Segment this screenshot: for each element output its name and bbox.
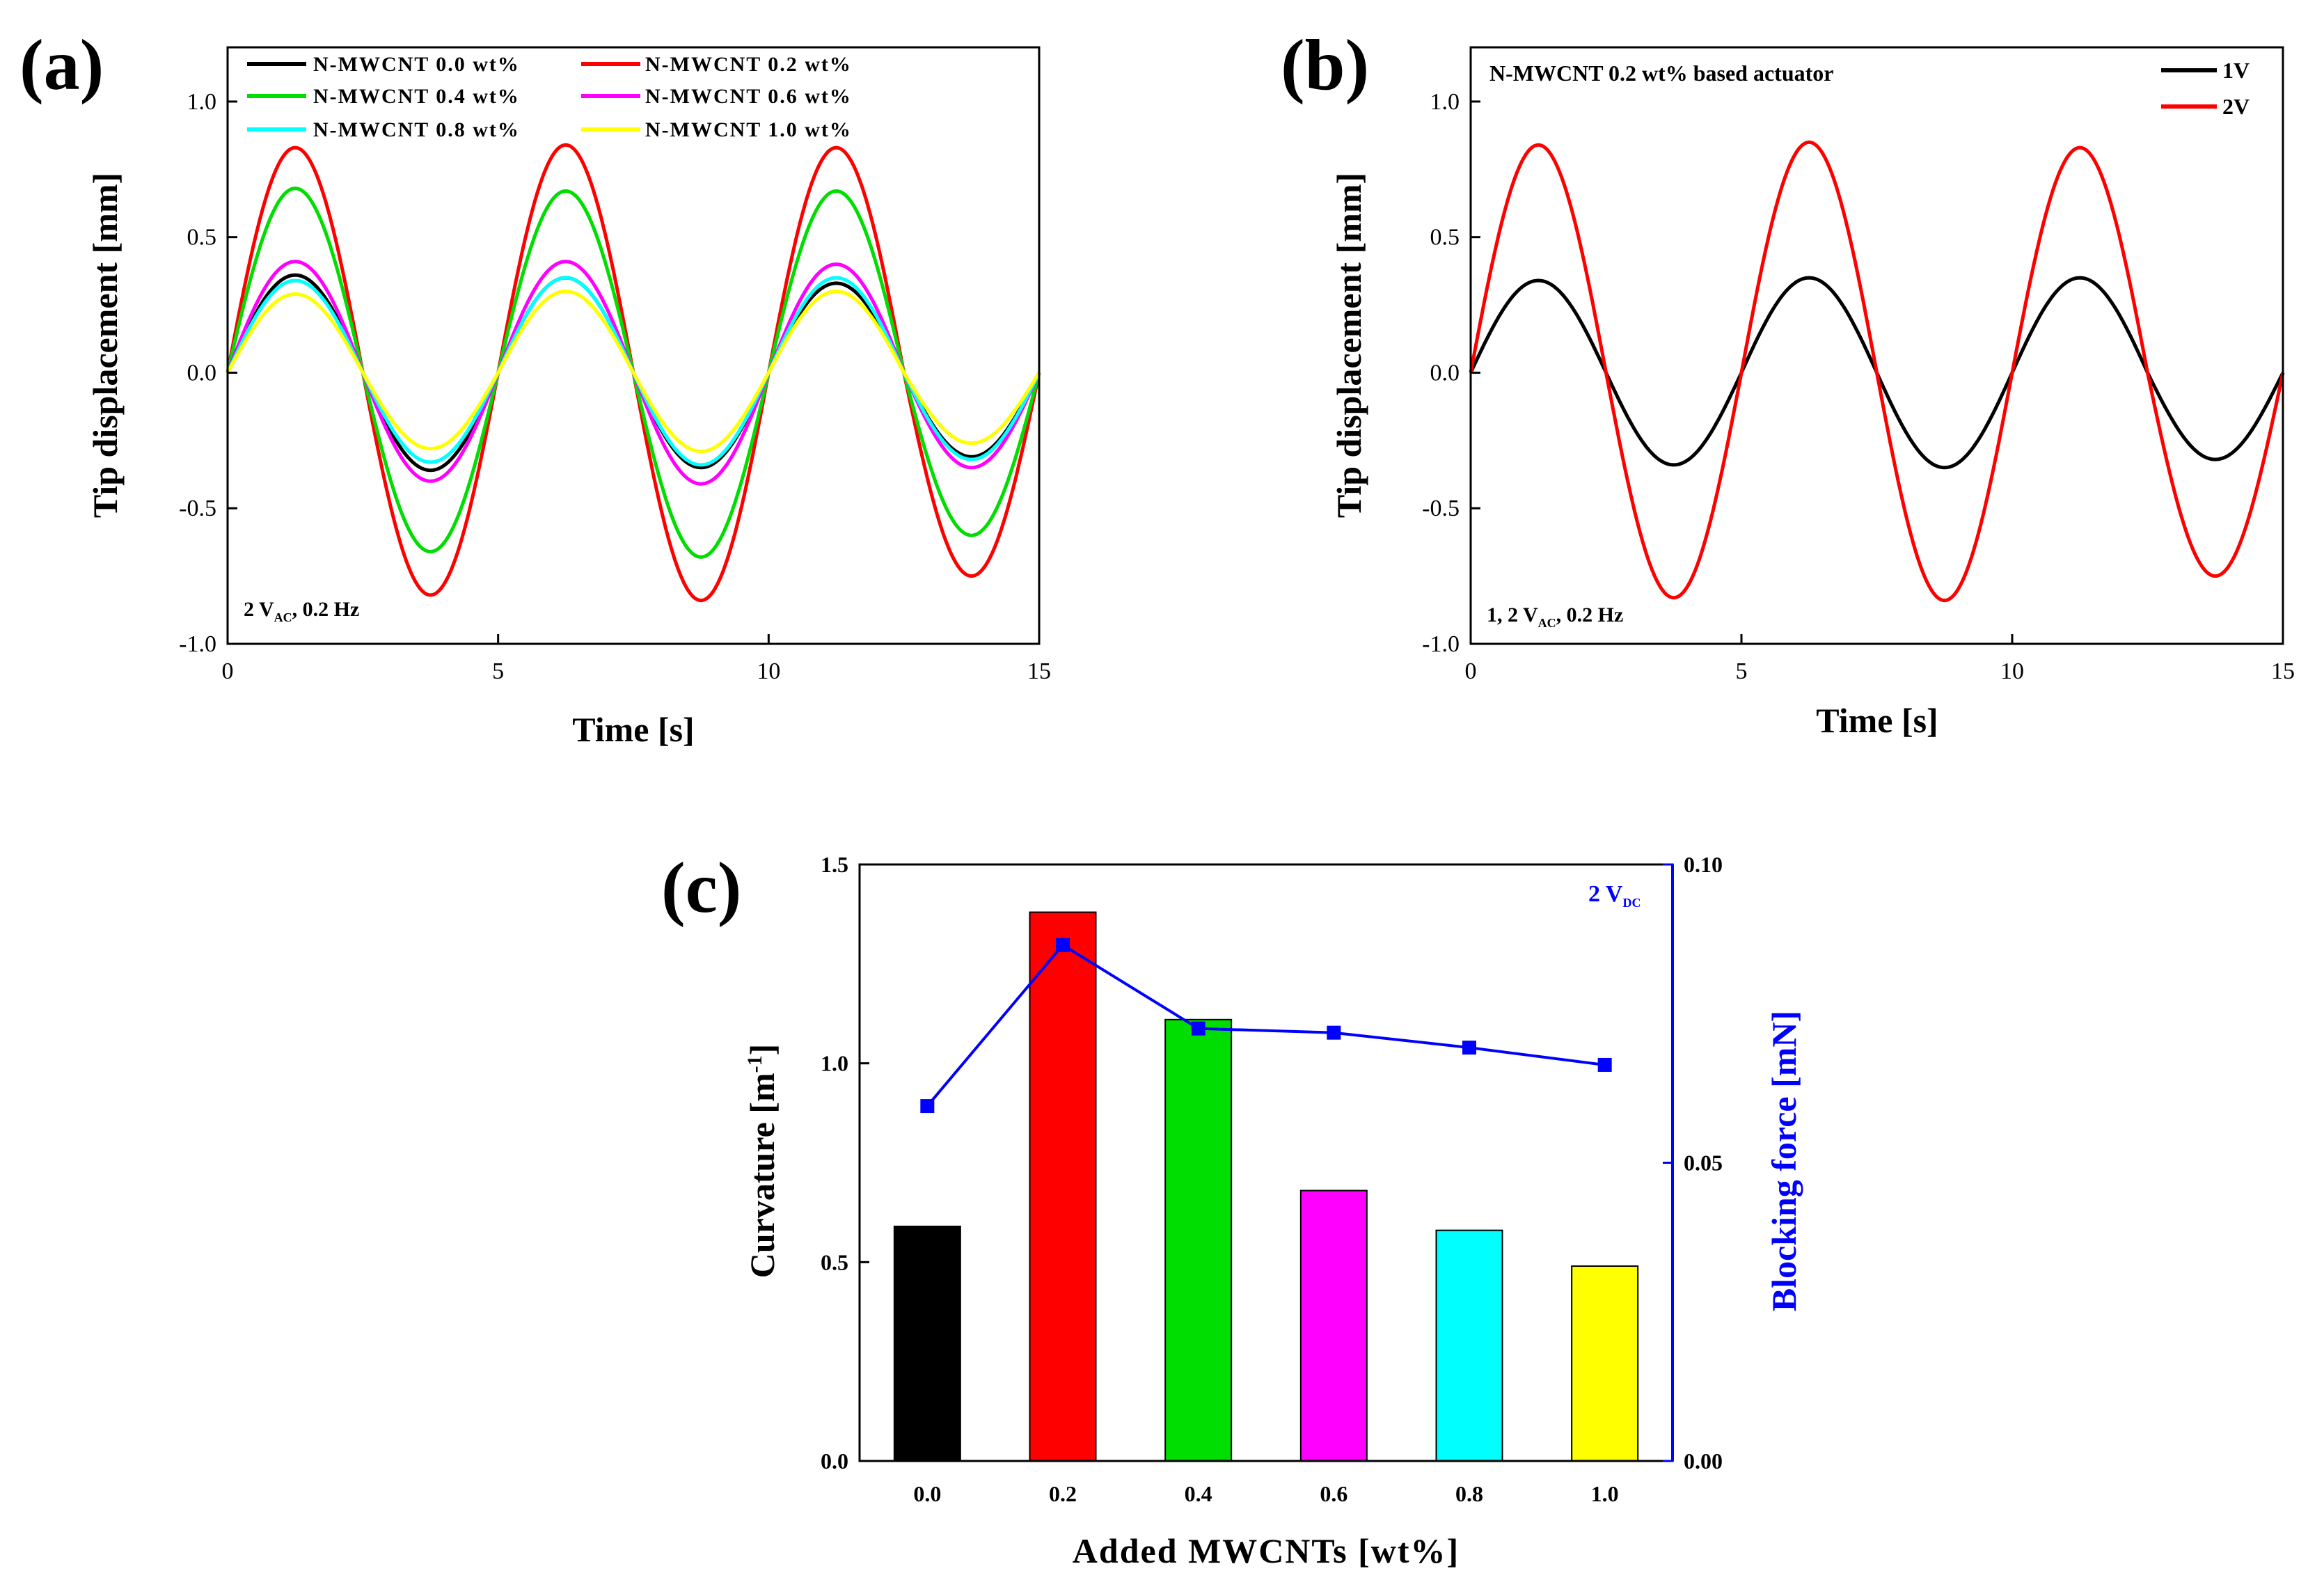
panel-c-right-y-axis: 0.00 0.05 0.10 — [1663, 852, 1723, 1474]
panel-a-frame — [226, 46, 1041, 645]
legend-label-5: N-MWCNT 1.0 wt% — [645, 118, 852, 141]
blocking-force-marker-4 — [1462, 1041, 1476, 1055]
ylabel-main: Curvature [m — [743, 1073, 782, 1278]
y2-tick-label: 0.00 — [1684, 1448, 1723, 1474]
y-tick-label: 0.5 — [1430, 225, 1460, 251]
panel-c-y-axis-label: Curvature [m-1] — [743, 1044, 782, 1279]
blocking-force-marker-1 — [1056, 938, 1070, 952]
legend-label-0: N-MWCNT 0.0 wt% — [313, 53, 520, 76]
y-tick-label: -0.5 — [1422, 496, 1460, 521]
annotation-subscript: AC — [274, 610, 292, 624]
x-tick-label: 10 — [757, 658, 780, 684]
panel-b-x-axis-label: Time [s] — [1816, 701, 1938, 740]
panel-a-x-axis-label: Time [s] — [572, 710, 694, 749]
panel-a: (a) -1.0 -0.5 0.0 0.5 1.0 0 5 10 15 Time [s] Ti… — [19, 25, 1051, 749]
annotation-main: 2 V — [1588, 881, 1623, 907]
series-line-5 — [226, 290, 1041, 453]
blocking-force-marker-2 — [1191, 1021, 1206, 1036]
y-tick-label: -1.0 — [1422, 631, 1460, 657]
panel-a-x-axis: 0 5 10 15 — [222, 634, 1051, 684]
y-tick-label: 1.5 — [821, 852, 848, 877]
bar-0.0 — [893, 1225, 961, 1462]
panel-b-plot-area — [1469, 140, 2285, 603]
panel-b-y-axis-label: Tip displacement [mm] — [1329, 173, 1368, 518]
panel-label-a: (a) — [19, 25, 104, 105]
y-tick-label: 0.5 — [821, 1249, 848, 1274]
annotation-main: 2 V — [244, 598, 274, 621]
panel-label-b: (b) — [1281, 25, 1369, 105]
legend-label-2: N-MWCNT 0.4 wt% — [313, 85, 520, 108]
x-tick-label: 0.2 — [1049, 1481, 1077, 1506]
blocking-force-marker-5 — [1597, 1057, 1612, 1072]
y-tick-label: 0.0 — [187, 360, 217, 386]
x-tick-label: 15 — [2271, 658, 2295, 684]
panel-label-c: (c) — [661, 848, 741, 928]
y2-tick-label: 0.05 — [1684, 1151, 1723, 1176]
panel-c: (c) 0.00.51.01.5 0.000.050.10 0.0 0.2 0.4 0… — [661, 848, 1803, 1570]
y-tick-label: 0.0 — [1430, 360, 1460, 386]
x-tick-label: 0.0 — [913, 1481, 941, 1506]
panel-a-condition-annotation: 2 VAC, 0.2 Hz — [244, 598, 359, 624]
legend-label-1: N-MWCNT 0.2 wt% — [645, 53, 852, 76]
x-tick-label: 0.6 — [1320, 1481, 1347, 1506]
x-tick-label: 0.8 — [1455, 1481, 1483, 1506]
annotation-subscript: DC — [1622, 896, 1641, 910]
y-tick-label: -1.0 — [179, 631, 216, 657]
panel-c-plot-area — [893, 911, 1639, 1462]
y-tick-label: 1.0 — [187, 89, 217, 115]
annotation-main: 1, 2 V — [1487, 603, 1538, 626]
series-line-1 — [1469, 140, 2285, 603]
panel-b-title: N-MWCNT 0.2 wt% based actuator — [1489, 61, 1833, 86]
y-tick-label: -0.5 — [179, 496, 216, 521]
ylabel-close: ] — [743, 1044, 782, 1056]
panel-b-frame — [1469, 46, 2284, 645]
ylabel-superscript: -1 — [743, 1055, 766, 1073]
blocking-force-marker-0 — [920, 1099, 935, 1114]
legend-label-1: 2V — [2222, 94, 2250, 119]
bar-0.6 — [1299, 1190, 1368, 1462]
panel-c-right-y-axis-label: Blocking force [mN] — [1764, 1011, 1803, 1311]
legend-label-3: N-MWCNT 0.6 wt% — [645, 85, 852, 108]
panel-c-x-axis: 0.0 0.2 0.4 0.6 0.8 1.0 — [913, 1481, 1618, 1506]
x-tick-label: 15 — [1027, 658, 1051, 684]
x-tick-label: 10 — [2000, 658, 2024, 684]
x-tick-label: 5 — [1736, 658, 1748, 684]
panel-a-legend: N-MWCNT 0.0 wt% N-MWCNT 0.2 wt% N-MWCNT 0.… — [247, 53, 852, 141]
panel-b-condition-annotation: 1, 2 VAC, 0.2 Hz — [1487, 603, 1623, 630]
panel-c-condition-annotation: 2 VDC — [1588, 881, 1641, 910]
x-tick-label: 0.4 — [1185, 1481, 1212, 1506]
panel-b-x-axis: 0 5 10 15 — [1465, 634, 2295, 684]
annotation-subscript: AC — [1538, 616, 1556, 630]
x-tick-label: 1.0 — [1591, 1481, 1619, 1506]
bar-0.2 — [1029, 911, 1097, 1462]
panel-a-y-axis-label: Tip displacement [mm] — [86, 173, 125, 518]
panel-a-y-axis: -1.0 -0.5 0.0 0.5 1.0 — [179, 89, 237, 657]
blocking-force-line — [926, 943, 1605, 1107]
x-tick-label: 0 — [1465, 658, 1477, 684]
legend-label-0: 1V — [2222, 58, 2250, 83]
bar-0.4 — [1164, 1018, 1233, 1462]
bar-1.0 — [1571, 1265, 1639, 1462]
x-tick-label: 5 — [492, 658, 504, 684]
panel-c-x-axis-label: Added MWCNTs [wt%] — [1073, 1531, 1460, 1570]
y-tick-label: 1.0 — [821, 1051, 848, 1076]
panel-c-left-y-axis: 0.0 0.5 1.0 1.5 — [821, 852, 869, 1474]
bar-0.8 — [1435, 1229, 1503, 1462]
panel-b: (b) -1.0 -0.5 0.0 0.5 1.0 0 5 10 15 Time [s] Ti… — [1281, 25, 2295, 740]
y-tick-label: 0.5 — [187, 225, 217, 251]
y2-tick-label: 0.10 — [1684, 852, 1723, 877]
annotation-rest: , 0.2 Hz — [1556, 603, 1624, 626]
y-tick-label: 1.0 — [1430, 89, 1460, 115]
panel-b-y-axis: -1.0 -0.5 0.0 0.5 1.0 — [1422, 89, 1480, 657]
y-tick-label: 0.0 — [821, 1448, 848, 1474]
legend-label-4: N-MWCNT 0.8 wt% — [313, 118, 520, 141]
panel-a-plot-area — [226, 143, 1041, 603]
blocking-force-marker-3 — [1327, 1025, 1341, 1040]
panel-c-frame — [858, 863, 1674, 1462]
x-tick-label: 0 — [222, 658, 234, 684]
annotation-rest: , 0.2 Hz — [292, 598, 360, 621]
